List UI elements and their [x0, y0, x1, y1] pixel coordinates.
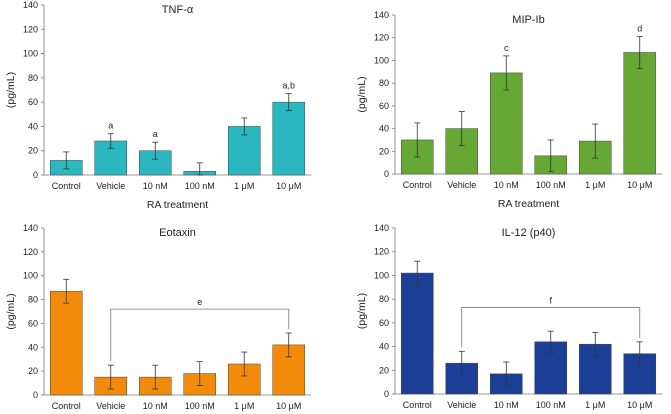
bar — [94, 140, 128, 176]
x-tick-label: 10 nM — [143, 181, 168, 191]
x-axis-title: RA treatment — [147, 199, 208, 211]
x-tick-label: 10 μM — [627, 180, 652, 190]
y-tick-label: 100 — [374, 270, 389, 280]
x-tick-label: 1 μM — [234, 181, 254, 191]
x-tick-label: 10 nM — [494, 180, 519, 190]
y-tick-label: 120 — [23, 247, 38, 257]
y-tick-label: 20 — [379, 365, 389, 375]
bar — [400, 272, 434, 395]
chart-panel-3: 0 20 40 60 80 100 120 140 Control Vehicle 10 nM 100… — [5, 223, 311, 411]
y-tick-label: 40 — [28, 121, 38, 131]
x-tick-label: 10 μM — [276, 401, 301, 411]
y-tick-label: 0 — [384, 169, 389, 179]
chart-panel-4: 0 20 40 60 80 100 120 140 Control Vehicle 10 nM 100… — [356, 223, 662, 410]
significance-letter: c — [504, 43, 509, 53]
y-tick-label: 20 — [28, 366, 38, 376]
y-tick-label: 100 — [374, 55, 389, 65]
significance-letter: a,b — [282, 81, 295, 91]
y-tick-label: 80 — [28, 73, 38, 83]
y-tick-label: 40 — [28, 342, 38, 352]
x-tick-label: 100 nM — [185, 401, 215, 411]
chart-title: IL-12 (p40) — [502, 227, 556, 239]
y-tick-label: 0 — [33, 170, 38, 180]
y-tick-label: 60 — [28, 318, 38, 328]
x-tick-label: 1 μM — [585, 400, 605, 410]
x-tick-label: Control — [403, 400, 432, 410]
y-tick-label: 80 — [28, 295, 38, 305]
x-tick-label: Control — [52, 181, 81, 191]
chart-title: MIP-Ib — [512, 14, 544, 26]
significance-letter: a — [108, 121, 113, 131]
y-tick-label: 120 — [23, 24, 38, 34]
y-tick-label: 100 — [23, 271, 38, 281]
x-tick-label: 100 nM — [185, 181, 215, 191]
x-tick-label: Vehicle — [96, 401, 125, 411]
x-tick-label: 10 nM — [143, 401, 168, 411]
x-tick-label: 100 nM — [536, 400, 566, 410]
bracket-label: e — [197, 297, 202, 307]
y-tick-label: 0 — [33, 390, 38, 400]
bar — [49, 290, 83, 396]
y-tick-label: 40 — [379, 124, 389, 134]
y-tick-label: 40 — [379, 342, 389, 352]
significance-bracket — [110, 308, 290, 362]
y-tick-label: 120 — [374, 33, 389, 43]
y-tick-label: 80 — [379, 78, 389, 88]
chart-panel-2: 0 20 40 60 80 100 120 140 Control Vehicle 10 nM c 10… — [356, 10, 662, 210]
y-tick-label: 140 — [23, 0, 38, 10]
y-axis-title: (pg/mL) — [356, 293, 368, 329]
x-tick-label: 1 μM — [585, 180, 605, 190]
y-tick-label: 60 — [28, 97, 38, 107]
chart-panel-1: 0 20 40 60 80 100 120 140 Control Vehicle a 10 nM a 1… — [5, 0, 311, 211]
y-tick-label: 140 — [374, 223, 389, 233]
bar — [623, 52, 657, 175]
y-tick-label: 0 — [384, 389, 389, 399]
x-tick-label: 1 μM — [234, 401, 254, 411]
y-tick-label: 140 — [23, 223, 38, 233]
y-tick-label: 120 — [374, 247, 389, 257]
x-tick-label: Vehicle — [447, 400, 476, 410]
x-axis-title: RA treatment — [498, 198, 559, 210]
bar — [272, 101, 306, 176]
x-tick-label: 10 μM — [627, 400, 652, 410]
bar — [227, 363, 261, 396]
x-tick-label: 100 nM — [536, 180, 566, 190]
y-tick-label: 20 — [28, 146, 38, 156]
chart-title: TNF-α — [162, 4, 194, 16]
x-tick-label: 10 μM — [276, 181, 301, 191]
significance-letter: d — [637, 24, 642, 34]
x-tick-label: Vehicle — [96, 181, 125, 191]
y-tick-label: 80 — [379, 294, 389, 304]
y-tick-label: 20 — [379, 146, 389, 156]
chart-title: Eotaxin — [159, 227, 196, 239]
bracket-label: f — [549, 295, 552, 305]
y-axis-title: (pg/mL) — [356, 76, 368, 112]
x-tick-label: Control — [52, 401, 81, 411]
significance-bracket — [461, 307, 641, 348]
y-axis-title: (pg/mL) — [5, 293, 17, 329]
y-axis-title: (pg/mL) — [5, 72, 17, 108]
y-tick-label: 60 — [379, 101, 389, 111]
y-tick-label: 140 — [374, 10, 389, 20]
x-tick-label: 10 nM — [494, 400, 519, 410]
y-tick-label: 100 — [23, 49, 38, 59]
x-tick-label: Vehicle — [447, 180, 476, 190]
x-tick-label: Control — [403, 180, 432, 190]
significance-letter: a — [153, 129, 158, 139]
y-tick-label: 60 — [379, 318, 389, 328]
